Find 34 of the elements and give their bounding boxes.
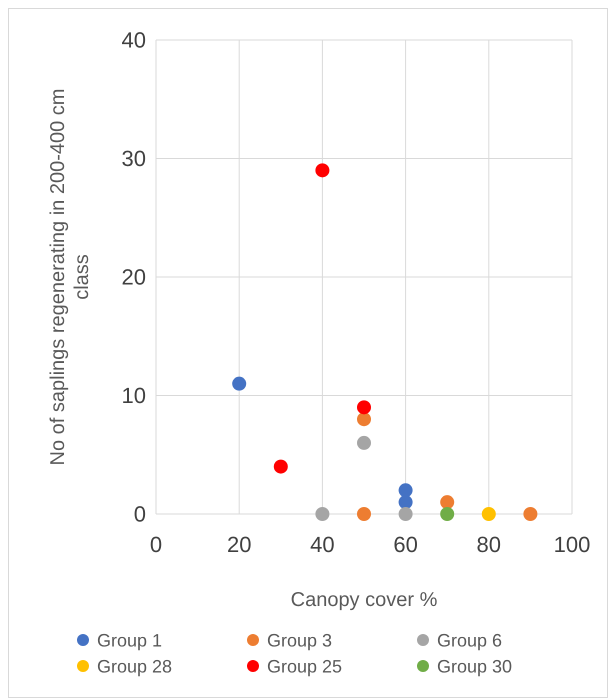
x-tick-label: 100	[554, 532, 590, 557]
point	[398, 495, 413, 510]
y-tick-label: 0	[134, 502, 146, 527]
point	[315, 163, 330, 178]
point	[315, 507, 330, 521]
legend-label: Group 28	[97, 656, 172, 676]
y-tick-label: 30	[122, 146, 146, 172]
point	[482, 507, 496, 521]
x-tick-label: 0	[150, 532, 162, 557]
point	[274, 460, 288, 474]
point	[440, 507, 454, 521]
point	[398, 483, 413, 498]
point	[357, 436, 371, 450]
point	[398, 507, 413, 521]
point	[357, 412, 371, 426]
y-tick-label: 20	[122, 264, 146, 290]
legend-label: Group 3	[267, 630, 332, 650]
y-tick-label: 40	[122, 28, 146, 53]
x-tick-label: 20	[226, 532, 252, 557]
legend-label: Group 1	[97, 630, 162, 650]
y-axis-title: No of saplings regenerating in 200-400 cm class	[47, 88, 93, 466]
legend-label: Group 25	[267, 656, 342, 676]
point	[357, 507, 371, 521]
legend-label: Group 6	[437, 630, 502, 650]
x-axis-title: Canopy cover %	[290, 589, 438, 611]
y-tick-label: 10	[122, 383, 146, 408]
x-tick-label: 80	[476, 532, 502, 557]
legend-label: Group 30	[437, 656, 512, 676]
point	[523, 507, 538, 521]
point	[357, 400, 371, 414]
point	[440, 495, 454, 510]
x-tick-label: 40	[310, 532, 335, 557]
x-tick-label: 60	[393, 532, 418, 557]
point	[232, 376, 246, 391]
